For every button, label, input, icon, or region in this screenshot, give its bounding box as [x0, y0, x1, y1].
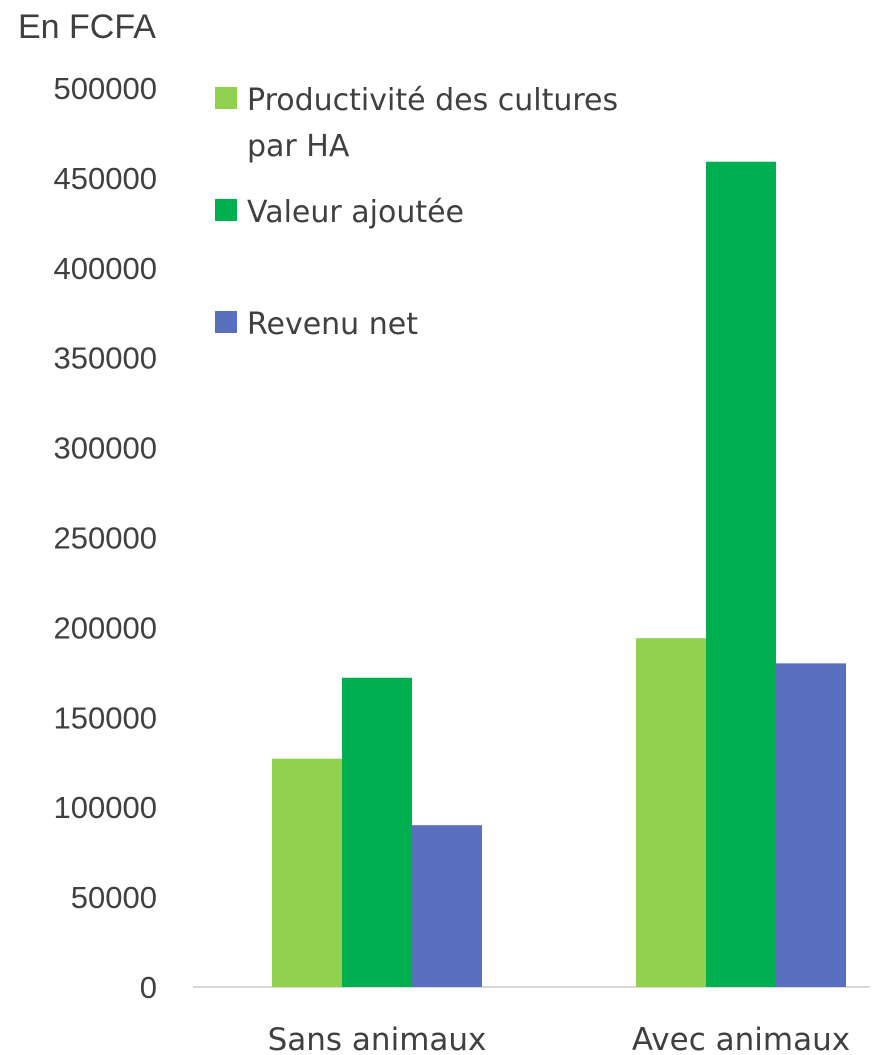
legend-swatch	[215, 87, 237, 109]
bar-1-2	[636, 638, 706, 987]
y-tick-label: 250000	[54, 521, 157, 556]
y-tick-label: 0	[140, 970, 157, 1005]
y-tick-label: 350000	[54, 341, 157, 376]
y-tick-label: 500000	[54, 71, 157, 106]
legend-label: Revenu net	[247, 307, 418, 342]
bars	[272, 161, 846, 987]
y-axis: 0 50000 100000 150000 200000 250000 300000 3500…	[54, 71, 157, 1005]
y-tick-label: 450000	[54, 161, 157, 196]
bar-3-2	[776, 663, 846, 987]
bar-2-1	[342, 677, 412, 987]
legend-swatch	[215, 311, 237, 333]
legend-label: Productivité des cultures	[247, 83, 618, 118]
bar-1-1	[272, 758, 342, 987]
legend-label: Valeur ajoutée	[247, 195, 464, 230]
x-axis: Sans animaux Avec animaux	[268, 1022, 850, 1055]
legend-swatch	[215, 199, 237, 221]
bar-2-2	[706, 161, 776, 987]
legend: Productivité des cultures par HA Valeur aj…	[215, 83, 618, 342]
x-category-label: Avec animaux	[632, 1022, 850, 1055]
y-tick-label: 150000	[54, 700, 157, 735]
y-tick-label: 300000	[54, 431, 157, 466]
y-unit-label: En FCFA	[18, 8, 156, 46]
bar-3-1	[412, 825, 482, 987]
y-tick-label: 400000	[54, 251, 157, 286]
y-tick-label: 50000	[71, 880, 157, 915]
legend-label: par HA	[247, 129, 350, 164]
y-tick-label: 200000	[54, 610, 157, 645]
x-category-label: Sans animaux	[268, 1022, 487, 1055]
y-tick-label: 100000	[54, 790, 157, 825]
